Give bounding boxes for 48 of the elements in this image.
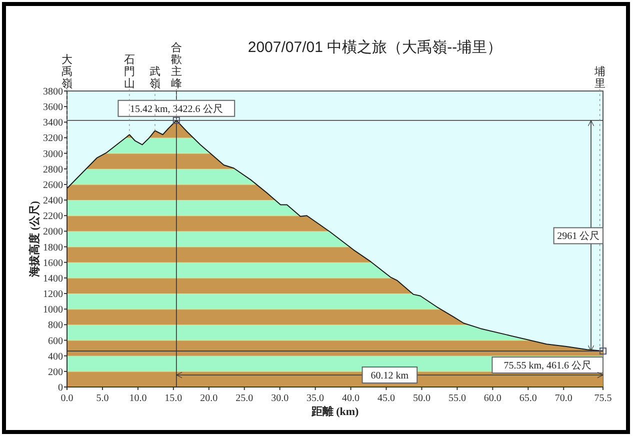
y-tick-label: 3200 xyxy=(43,133,63,144)
annotation: 合歡主峰 xyxy=(170,41,182,90)
y-tick-label: 2000 xyxy=(43,226,63,238)
x-tick-label: 10.0 xyxy=(129,393,147,404)
y-tick-label: 1000 xyxy=(43,304,63,316)
annotation: 大禹嶺 xyxy=(62,53,72,90)
x-tick-label: 5.0 xyxy=(96,393,109,404)
y-tick-label: 1400 xyxy=(43,273,63,284)
x-tick-label: 70.0 xyxy=(554,393,572,404)
x-tick-label: 15.0 xyxy=(164,393,182,404)
x-tick-label: 20.0 xyxy=(200,393,218,404)
x-tick-label: 30.0 xyxy=(271,393,289,404)
x-tick-label: 45.0 xyxy=(378,393,396,404)
y-tick-label: 2400 xyxy=(43,196,63,207)
x-tick-label: 25.0 xyxy=(236,393,254,404)
y-tick-label: 3800 xyxy=(43,86,63,98)
annotation: 60.12 km xyxy=(370,370,409,382)
y-tick-label: 200 xyxy=(48,366,63,378)
y-tick-label: 400 xyxy=(48,351,63,362)
annotation: 武嶺 xyxy=(149,65,160,90)
x-tick-label: 75.5 xyxy=(594,393,612,404)
y-tick-label: 1800 xyxy=(43,242,63,254)
x-axis-title: 距離 (km) xyxy=(310,405,360,418)
x-tick-label: 50.0 xyxy=(412,393,430,404)
y-axis-title: 海拔高度 (公尺) xyxy=(28,200,41,278)
x-tick-label: 35.0 xyxy=(306,393,324,404)
y-tick-label: 1600 xyxy=(43,258,63,269)
y-tick-label: 1200 xyxy=(43,289,63,300)
annotation: 2961 公尺 xyxy=(557,230,600,242)
x-tick-label: 65.0 xyxy=(519,393,537,404)
y-tick-label: 2600 xyxy=(43,180,63,191)
y-tick-label: 800 xyxy=(48,320,63,332)
y-tick-label: 3000 xyxy=(43,148,63,160)
y-tick-label: 3400 xyxy=(43,118,63,129)
x-tick-label: 40.0 xyxy=(342,393,360,404)
x-tick-label: 55.0 xyxy=(448,393,466,404)
annotation: 埔里 xyxy=(593,65,606,90)
x-tick-label: 0.0 xyxy=(60,393,74,404)
chart-title: 2007/07/01 中橫之旅（大禹嶺--埔里） xyxy=(248,39,502,56)
x-tick-label: 60.0 xyxy=(484,393,502,404)
y-tick-label: 0 xyxy=(58,382,63,394)
ref-line-label: 15.42 km, 3422.6 公尺 xyxy=(130,102,223,115)
y-tick-label: 2200 xyxy=(43,211,63,222)
annotation: 石門山 xyxy=(124,54,135,90)
y-tick-label: 3600 xyxy=(43,102,63,114)
y-tick-label: 2800 xyxy=(43,164,63,176)
ref-line-label: 75.55 km, 461.6 公尺 xyxy=(504,360,592,372)
y-tick-label: 600 xyxy=(48,336,63,347)
